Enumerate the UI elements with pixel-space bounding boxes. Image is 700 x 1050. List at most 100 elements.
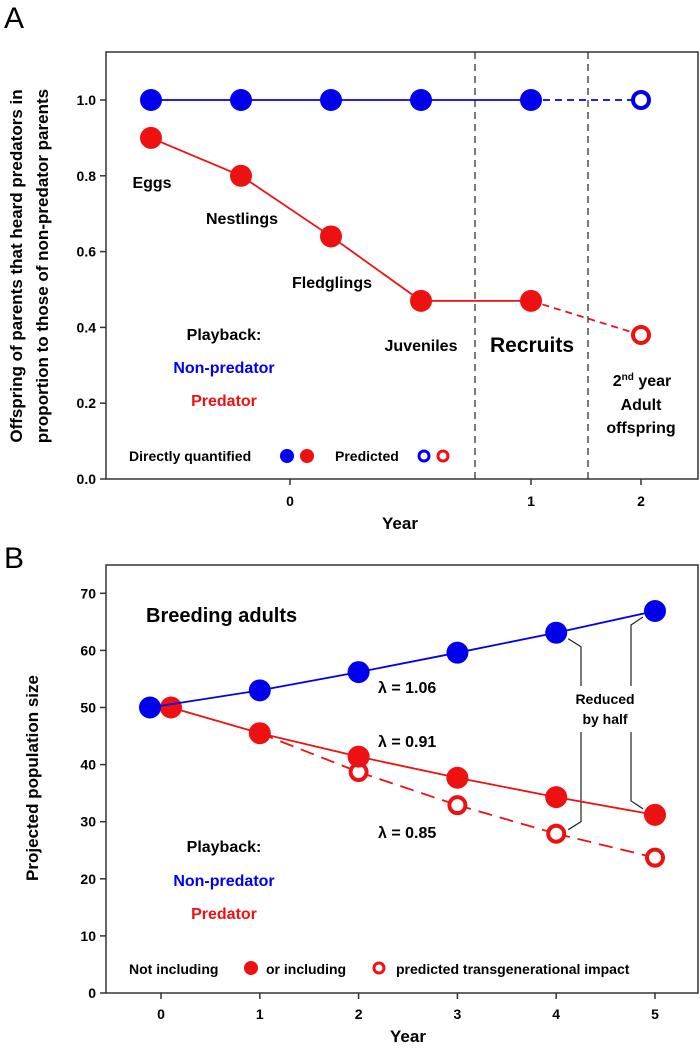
y-tick-label-b: 40 xyxy=(80,757,96,773)
legend-predator-b: Predator xyxy=(191,906,257,923)
series-line-b xyxy=(358,755,458,779)
label-recruits: Recruits xyxy=(490,334,574,357)
data-point-b-red-open xyxy=(546,823,567,844)
ylabel-a-line1: Offspring of parents that heard predator… xyxy=(7,89,26,442)
x-tick-label-b: 0 xyxy=(157,1006,165,1022)
label-by-half: by half xyxy=(582,711,627,727)
series-line-b xyxy=(170,706,261,735)
label-juveniles: Juveniles xyxy=(385,338,458,355)
y-tick-label-a: 0.4 xyxy=(77,319,97,335)
ylabel-a-line2: proportion to those of non-predator pare… xyxy=(33,89,52,443)
series-line-b xyxy=(358,771,458,806)
bracket-year5 xyxy=(630,616,644,810)
panel-b-chart: 0 10 20 30 40 50 60 70 0 1 2 3 4 5 Breeding adults P… xyxy=(23,564,699,1046)
data-point-red xyxy=(410,289,432,312)
legend-nonpredator-b: Non-predator xyxy=(173,873,274,890)
label-2nd-year: 2nd year xyxy=(613,372,672,390)
x-tick-label-b: 3 xyxy=(454,1006,462,1022)
y-tick-label-b: 70 xyxy=(80,585,96,601)
label-fledglings: Fledglings xyxy=(292,275,372,292)
x-tick-label-a: 1 xyxy=(527,493,535,509)
legend-filled-red-marker xyxy=(244,961,258,975)
legend-playback-a: Playback: xyxy=(187,327,262,344)
label-adult: Adult xyxy=(621,397,663,414)
legend-direct-red-marker xyxy=(300,449,314,463)
series-segment-red xyxy=(240,175,332,238)
data-point-b-blue xyxy=(248,679,271,702)
legend-playback-b: Playback: xyxy=(187,839,262,856)
y-tick-label-a: 0.6 xyxy=(77,244,97,260)
xlabel-a: Year xyxy=(382,514,418,533)
legend-predicted-impact: predicted transgenerational impact xyxy=(396,961,630,977)
legend-not-including: Not including xyxy=(129,961,218,977)
series-segment-red xyxy=(150,137,242,177)
y-tick-label-b: 30 xyxy=(80,814,96,830)
label-nestlings: Nestlings xyxy=(206,211,278,228)
data-point-b-red-open xyxy=(645,847,665,868)
series-line-b xyxy=(555,832,656,859)
legend-predicted-red-marker xyxy=(436,449,450,463)
data-point-b-blue xyxy=(446,641,469,664)
data-point-b-red xyxy=(446,766,469,789)
x-tick-label-a: 2 xyxy=(637,493,645,509)
data-point-b-red xyxy=(545,786,568,809)
panel-label-b: B xyxy=(4,542,24,575)
series-line-b xyxy=(259,732,359,758)
legend-or-including: or including xyxy=(266,961,346,977)
series-segment-red xyxy=(330,235,422,302)
y-tick-label-b: 50 xyxy=(80,700,96,716)
lambda-predator: λ = 0.91 xyxy=(378,734,436,751)
legend-direct-a: Directly quantified xyxy=(129,448,251,464)
y-tick-label-b: 60 xyxy=(80,642,96,658)
ylabel-b: Projected population size xyxy=(23,675,42,881)
series-line-b xyxy=(259,732,359,773)
legend-predator-a: Predator xyxy=(191,393,257,410)
legend-predicted-a: Predicted xyxy=(335,448,399,464)
data-point-blue xyxy=(140,89,162,111)
label-eggs: Eggs xyxy=(132,175,171,192)
lambda-predator-transgen: λ = 0.85 xyxy=(378,825,436,842)
plot-frame-a xyxy=(105,51,699,480)
label-offspring: offspring xyxy=(606,420,675,437)
panel-a-chart: 0.0 0.2 0.4 0.6 0.8 1.0 0 1 2 Offspring of pare… xyxy=(7,51,699,533)
plot-frame-b xyxy=(105,564,699,994)
data-point-red xyxy=(140,126,162,149)
data-point-blue xyxy=(410,89,432,111)
y-tick-label-b: 20 xyxy=(80,871,96,887)
data-point-red-predicted xyxy=(631,324,651,345)
series-line-b xyxy=(556,796,656,816)
data-point-b-red xyxy=(248,722,271,745)
y-tick-label-a: 0.8 xyxy=(77,168,97,184)
data-point-blue xyxy=(230,89,252,111)
series-line-b xyxy=(259,671,359,692)
data-point-b-red xyxy=(347,745,370,768)
data-point-b-blue xyxy=(139,696,161,719)
data-point-b-blue xyxy=(347,661,370,684)
data-point-blue xyxy=(520,89,542,111)
x-tick-label-b: 2 xyxy=(355,1006,363,1022)
data-point-red xyxy=(320,225,342,248)
data-point-red xyxy=(520,289,542,312)
legend-predicted-blue-marker xyxy=(417,449,431,463)
series-line-b xyxy=(457,776,557,799)
bracket-year4 xyxy=(567,638,582,831)
series-line-b xyxy=(556,610,656,634)
series-line-b xyxy=(358,651,458,673)
legend-nonpredator-a: Non-predator xyxy=(173,360,274,377)
panel-label-a: A xyxy=(4,2,24,35)
data-point-b-red xyxy=(160,696,182,719)
xlabel-b: Year xyxy=(390,1027,426,1046)
series-segment-red xyxy=(530,300,642,336)
y-tick-label-a: 0.0 xyxy=(77,471,97,487)
data-point-b-blue xyxy=(545,621,568,644)
data-point-b-blue xyxy=(644,600,666,623)
data-point-red xyxy=(230,164,252,187)
y-tick-label-a: 0.2 xyxy=(77,395,97,411)
lambda-nonpredator: λ = 1.06 xyxy=(378,680,436,697)
data-point-blue-predicted xyxy=(631,90,651,110)
y-tick-label-b: 10 xyxy=(80,928,96,944)
legend-open-red-marker xyxy=(372,961,386,975)
title-b: Breeding adults xyxy=(146,605,297,627)
legend-direct-blue-marker xyxy=(280,449,294,463)
